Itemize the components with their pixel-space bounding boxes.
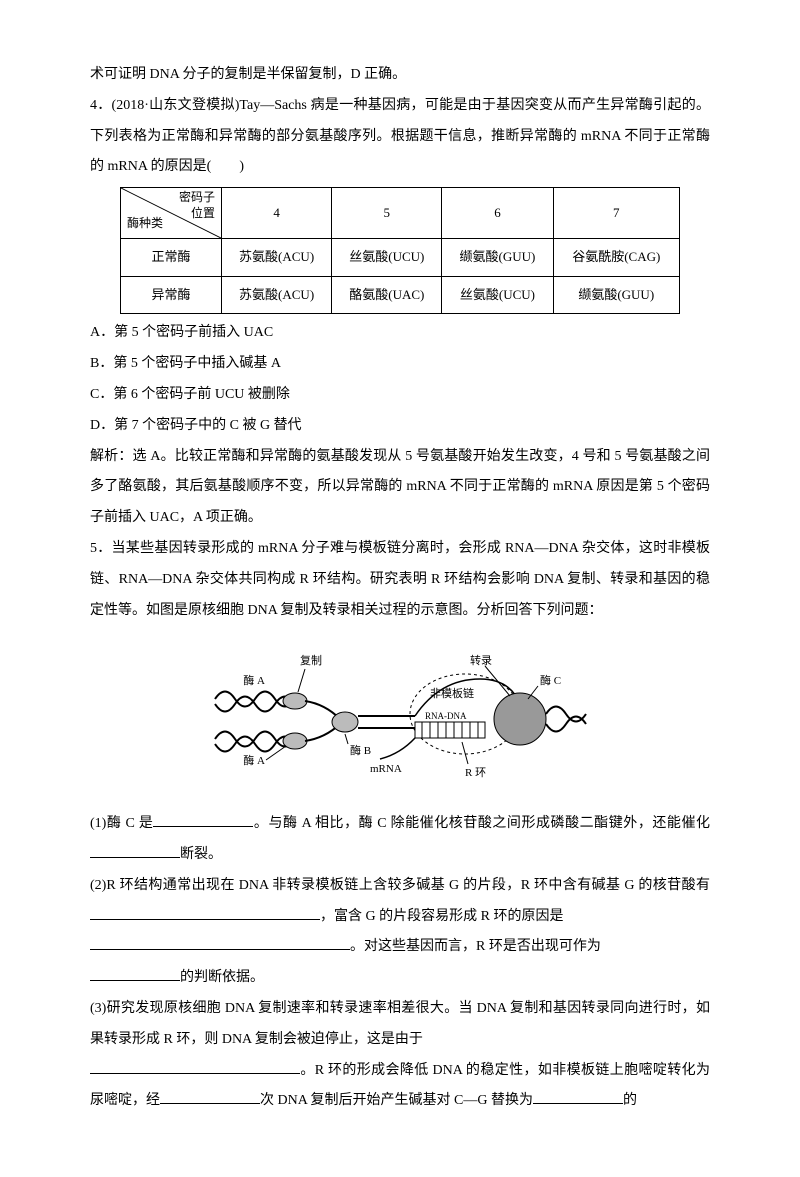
q4-option-a: A．第 5 个密码子前插入 UAC	[90, 318, 710, 349]
q5-stem: 5．当某些基因转录形成的 mRNA 分子难与模板链分离时，会形成 RNA—DNA…	[90, 534, 710, 626]
blank[interactable]	[90, 966, 180, 981]
blank[interactable]	[90, 935, 350, 950]
q5-1b: 。与酶 A 相比，酶 C 除能催化核苷酸之间形成磷酸二酯键外，还能催化	[253, 816, 710, 831]
cell: 缬氨酸(GUU)	[553, 276, 680, 314]
q4-explanation: 解析：选 A。比较正常酶和异常酶的氨基酸发现从 5 号氨基酸开始发生改变，4 号…	[90, 442, 710, 534]
q5-sub2: (2)R 环结构通常出现在 DNA 非转录模板链上含较多碱基 G 的片段，R 环…	[90, 871, 710, 994]
row-normal-label: 正常酶	[121, 239, 222, 277]
diag-top: 密码子 位置	[179, 190, 215, 221]
q5-3a: (3)研究发现原核细胞 DNA 复制速率和转录速率相差很大。当 DNA 复制和基…	[90, 1001, 710, 1047]
blank[interactable]	[533, 1089, 623, 1104]
q4-stem: 4．(2018·山东文登模拟)Tay—Sachs 病是一种基因病，可能是由于基因…	[90, 91, 710, 183]
label-transcription: 转录	[470, 653, 492, 667]
cell: 谷氨酰胺(CAG)	[553, 239, 680, 277]
blank[interactable]	[153, 812, 253, 827]
cell: 苏氨酸(ACU)	[222, 276, 332, 314]
cell: 丝氨酸(UCU)	[332, 239, 442, 277]
cell: 丝氨酸(UCU)	[442, 276, 553, 314]
q5-3d: 的	[623, 1093, 637, 1108]
label-rnadna: RNA-DNA	[425, 711, 467, 721]
col-5: 5	[332, 188, 442, 239]
label-rloop: R 环	[465, 767, 486, 779]
q5-3c: 次 DNA 复制后开始产生碱基对 C—G 替换为	[260, 1093, 533, 1108]
q5-sub3: (3)研究发现原核细胞 DNA 复制速率和转录速率相差很大。当 DNA 复制和基…	[90, 994, 710, 1117]
q5-1a: (1)酶 C 是	[90, 816, 153, 831]
blank[interactable]	[90, 905, 320, 920]
label-enzA2: 酶 A	[243, 754, 265, 767]
label-enzB: 酶 B	[350, 744, 371, 757]
blank[interactable]	[160, 1089, 260, 1104]
col-7: 7	[553, 188, 680, 239]
diag-header: 密码子 位置 酶种类	[121, 188, 222, 239]
q5-2c: 。对这些基因而言，R 环是否出现可作为	[350, 939, 601, 954]
q4-option-b: B．第 5 个密码子中插入碱基 A	[90, 349, 710, 380]
q4-option-c: C．第 6 个密码子前 UCU 被删除	[90, 380, 710, 411]
label-replication: 复制	[300, 653, 322, 667]
cell: 缬氨酸(GUU)	[442, 239, 553, 277]
q4-table: 密码子 位置 酶种类 4 5 6 7 正常酶 苏氨酸(ACU) 丝氨酸(UCU)…	[120, 187, 680, 314]
label-enzA: 酶 A	[243, 674, 265, 687]
blank[interactable]	[90, 1059, 300, 1074]
cell: 苏氨酸(ACU)	[222, 239, 332, 277]
blank[interactable]	[90, 843, 180, 858]
q5-figure: 复制 酶 A 酶 A 酶 B 非模板链 RNA-DNA mRNA R 环 转录 …	[90, 644, 710, 797]
label-mrna: mRNA	[370, 763, 402, 775]
q5-sub1: (1)酶 C 是 。与酶 A 相比，酶 C 除能催化核苷酸之间形成磷酸二酯键外，还…	[90, 809, 710, 871]
row-abnormal-label: 异常酶	[121, 276, 222, 314]
q4-option-d: D．第 7 个密码子中的 C 被 G 替代	[90, 411, 710, 442]
q5-2a: (2)R 环结构通常出现在 DNA 非转录模板链上含较多碱基 G 的片段，R 环…	[90, 878, 710, 893]
col-4: 4	[222, 188, 332, 239]
label-enzC: 酶 C	[540, 674, 561, 687]
prev-tail: 术可证明 DNA 分子的复制是半保留复制，D 正确。	[90, 60, 710, 91]
q5-2b: ，富含 G 的片段容易形成 R 环的原因是	[320, 909, 563, 924]
col-6: 6	[442, 188, 553, 239]
diag-bottom: 酶种类	[127, 210, 163, 236]
label-nontemplate: 非模板链	[430, 686, 474, 700]
cell: 酪氨酸(UAC)	[332, 276, 442, 314]
q5-2d: 的判断依据。	[180, 970, 264, 985]
q5-1c: 断裂。	[180, 847, 222, 862]
